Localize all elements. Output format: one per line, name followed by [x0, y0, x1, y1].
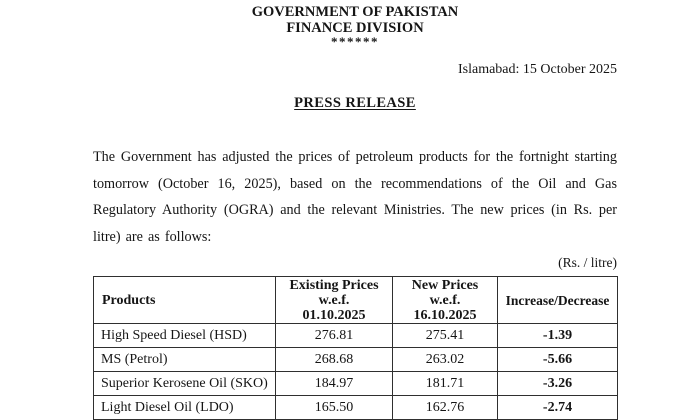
existing-price-cell: 276.81: [275, 323, 393, 348]
press-release-title: PRESS RELEASE: [93, 95, 617, 111]
new-price-cell: 263.02: [392, 347, 498, 372]
table-row: Superior Kerosene Oil (SKO) 184.97 181.71-…: [93, 371, 618, 396]
table-header: Products Existing Prices w.e.f. 01.10.2025 N…: [93, 276, 618, 324]
change-cell: -2.74: [497, 395, 618, 420]
division-name: FINANCE DIVISION: [286, 20, 424, 36]
dateline: Islamabad: 15 October 2025: [457, 62, 617, 77]
table-row: High Speed Diesel (HSD) 276.81 275.41 -1.39: [93, 323, 618, 348]
new-price-cell: 181.71: [392, 371, 498, 396]
table-row: Light Diesel Oil (LDO) 165.50 162.76 -2.74: [93, 395, 618, 420]
unit-note: (Rs. / litre): [558, 255, 617, 270]
column-header-products: Products: [93, 276, 276, 324]
new-price-cell: 275.41: [392, 323, 498, 348]
product-name-cell: Superior Kerosene Oil (SKO): [93, 371, 276, 396]
table-body: High Speed Diesel (HSD) 276.81 275.41 -1.39…: [93, 323, 618, 420]
column-header-existing-prices: Existing Prices w.e.f. 01.10.2025: [275, 276, 393, 324]
table-header-row: Products Existing Prices w.e.f. 01.10.2025 N…: [93, 276, 618, 324]
product-name-cell: MS (Petrol): [93, 347, 276, 372]
org-name: GOVERNMENT OF PAKISTAN: [251, 4, 459, 20]
document-page: GOVERNMENT OF PAKISTAN FINANCE DIVISION …: [93, 4, 618, 420]
table-row: MS (Petrol) 268.68 263.02 -5.66: [93, 347, 618, 372]
product-name-cell: High Speed Diesel (HSD): [93, 323, 276, 348]
change-cell: -5.66: [497, 347, 618, 372]
existing-price-cell: 184.97: [275, 371, 393, 396]
new-price-cell: 162.76: [392, 395, 498, 420]
product-name-cell: Light Diesel Oil (LDO): [93, 395, 276, 420]
price-table: Products Existing Prices w.e.f. 01.10.2025 N…: [93, 276, 618, 420]
body-paragraph: The Government has adjusted the prices o…: [93, 149, 617, 245]
column-header-new-prices: New Prices w.e.f. 16.10.2025: [392, 276, 498, 324]
header-stars: ******: [331, 34, 379, 49]
column-header-increase-decrease: Increase/Decrease: [497, 276, 618, 324]
document-header: GOVERNMENT OF PAKISTAN FINANCE DIVISION …: [93, 4, 617, 49]
change-cell: -3.26: [497, 371, 618, 396]
existing-price-cell: 268.68: [275, 347, 393, 372]
change-cell: -1.39: [497, 323, 618, 348]
existing-price-cell: 165.50: [275, 395, 393, 420]
press-release-title-text: PRESS RELEASE: [294, 95, 416, 111]
